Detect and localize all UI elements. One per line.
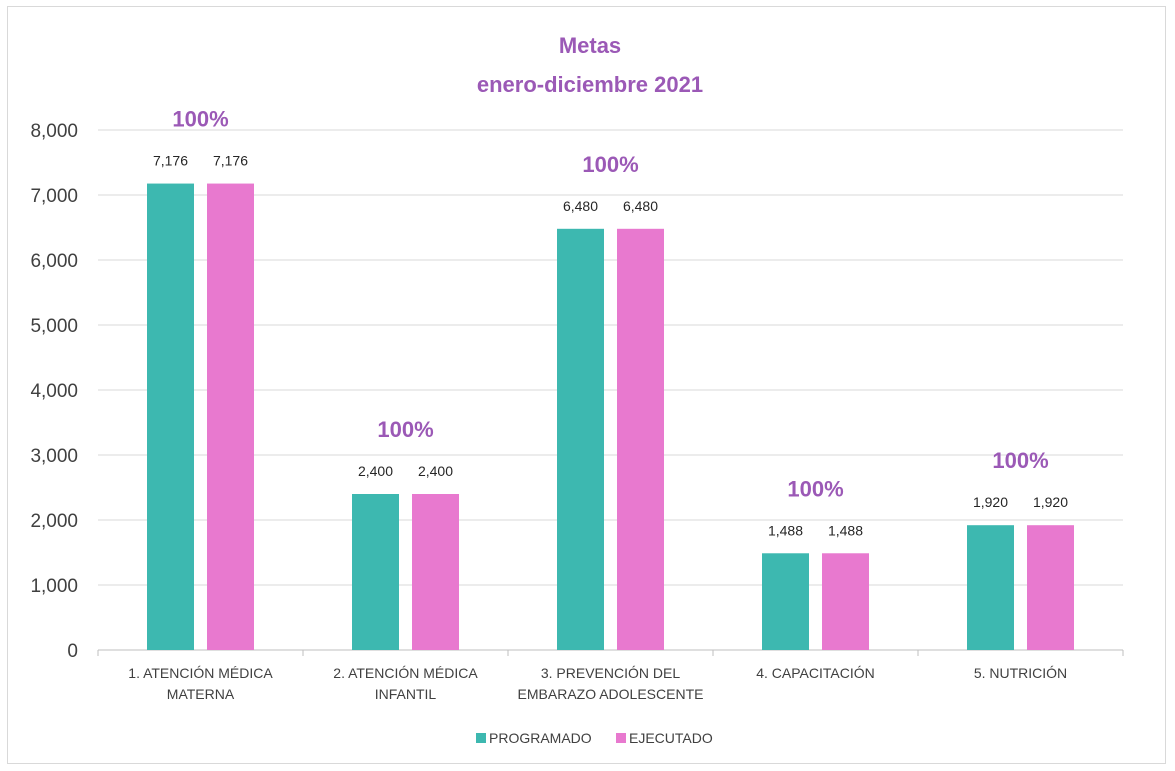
percent-annotation: 100% — [582, 152, 638, 177]
y-tick-label: 7,000 — [30, 186, 78, 207]
data-label: 2,400 — [358, 463, 393, 479]
y-tick-label: 1,000 — [30, 576, 78, 597]
data-label: 1,920 — [1033, 494, 1068, 510]
data-label: 1,488 — [768, 522, 803, 538]
percent-annotation: 100% — [172, 107, 228, 132]
chart-subtitle: enero-diciembre 2021 — [477, 72, 703, 97]
percent-annotation: 100% — [377, 417, 433, 442]
x-tick-label: EMBARAZO ADOLESCENTE — [518, 686, 704, 702]
y-tick-label: 6,000 — [30, 251, 78, 272]
y-tick-label: 3,000 — [30, 446, 78, 467]
data-label: 1,920 — [973, 494, 1008, 510]
y-tick-label: 8,000 — [30, 121, 78, 142]
bar-chart: Metas enero-diciembre 2021 0 1,000 2,000 3,00… — [30, 33, 1124, 746]
bar-programado — [352, 494, 399, 650]
y-tick-label: 2,000 — [30, 511, 78, 532]
legend-label: EJECUTADO — [629, 730, 713, 746]
chart-area: Metas enero-diciembre 2021 0 1,000 2,000 3,00… — [7, 6, 1166, 764]
x-tick-label: INFANTIL — [375, 686, 437, 702]
bar-programado — [147, 183, 194, 650]
data-label: 7,176 — [153, 153, 188, 169]
data-label: 1,488 — [828, 522, 863, 538]
y-tick-label: 0 — [67, 641, 78, 662]
x-tick-label: 2. ATENCIÓN MÉDICA — [333, 665, 478, 681]
x-tick-label: MATERNA — [167, 686, 235, 702]
data-label: 7,176 — [213, 153, 248, 169]
bar-programado — [762, 553, 809, 650]
y-tick-label: 4,000 — [30, 381, 78, 402]
x-tick-label: 1. ATENCIÓN MÉDICA — [128, 665, 273, 681]
bar-programado — [557, 228, 604, 651]
data-label: 6,480 — [563, 198, 598, 214]
legend-label: PROGRAMADO — [489, 730, 592, 746]
data-label: 6,480 — [623, 198, 658, 214]
bar-ejecutado — [207, 183, 254, 650]
bar-ejecutado — [1027, 525, 1074, 650]
x-tick-label: 3. PREVENCIÓN DEL — [541, 665, 680, 681]
data-label: 2,400 — [418, 463, 453, 479]
x-tick-label: 5. NUTRICIÓN — [974, 665, 1067, 681]
legend-swatch-ejecutado — [616, 733, 626, 743]
x-tick-label: 4. CAPACITACIÓN — [756, 665, 875, 681]
bar-ejecutado — [822, 553, 869, 650]
percent-annotation: 100% — [787, 476, 843, 501]
bar-ejecutado — [617, 228, 664, 651]
percent-annotation: 100% — [992, 448, 1048, 473]
bar-programado — [967, 525, 1014, 650]
chart-title: Metas — [559, 33, 621, 58]
y-tick-label: 5,000 — [30, 316, 78, 337]
legend-swatch-programado — [476, 733, 486, 743]
bar-ejecutado — [412, 494, 459, 650]
